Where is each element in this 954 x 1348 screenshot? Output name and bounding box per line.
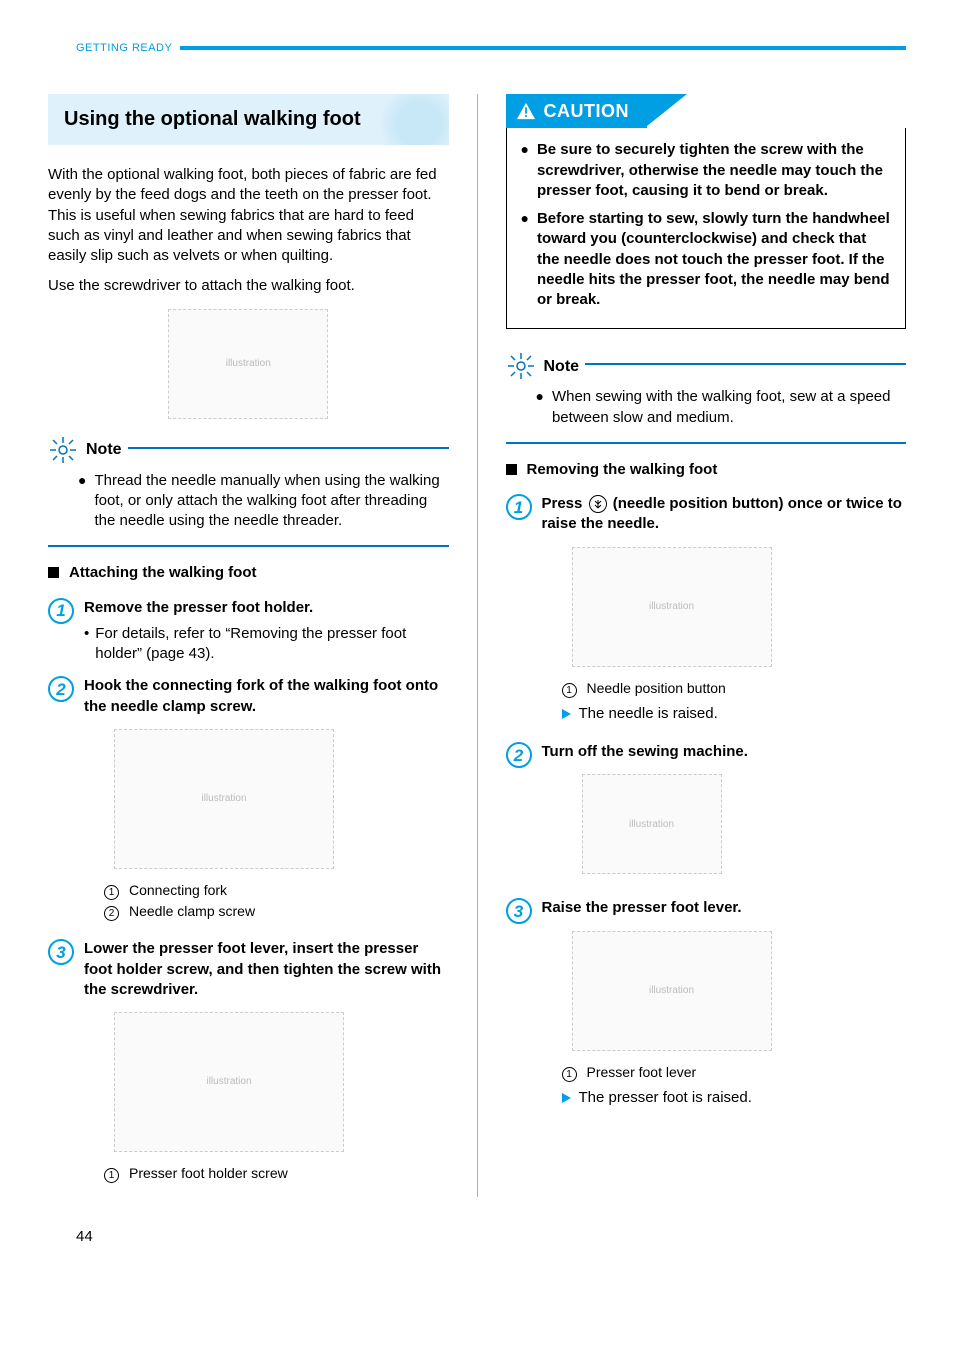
note-text: When sewing with the walking foot, sew a… — [552, 387, 906, 428]
page: GETTING READY Using the optional walking… — [0, 0, 954, 1278]
result-text: The presser foot is raised. — [579, 1088, 752, 1108]
callouts: 1 Connecting fork 2 Needle clamp screw — [104, 881, 449, 922]
column-divider — [477, 94, 478, 1197]
step-body: Raise the presser foot lever. illustrati… — [542, 898, 907, 1114]
section-title: Using the optional walking foot — [64, 106, 435, 133]
note-text: Thread the needle manually when using th… — [94, 471, 448, 532]
circ-num-icon: 1 — [562, 1067, 577, 1082]
col-right: CAUTION ●Be sure to securely tighten the… — [506, 94, 907, 1197]
header-label: GETTING READY — [48, 36, 180, 61]
note-head: Note — [506, 351, 586, 381]
dot-icon: • — [84, 624, 89, 665]
triangle-icon — [562, 1093, 571, 1103]
step-badge: 2 — [48, 676, 74, 702]
callout-text: Needle position button — [587, 679, 726, 698]
note-box: Note ● Thread the needle manually when u… — [48, 447, 449, 548]
caution-item: Be sure to securely tighten the screw wi… — [537, 140, 891, 201]
step-badge: 1 — [48, 598, 74, 624]
step-title: Lower the presser foot lever, insert the… — [84, 939, 449, 1000]
step-body: Turn off the sewing machine. illustratio… — [542, 742, 907, 886]
step-badge: 2 — [506, 742, 532, 768]
step-result: The needle is raised. — [562, 704, 907, 724]
burst-icon — [48, 435, 78, 465]
columns: Using the optional walking foot With the… — [48, 94, 906, 1197]
caution-item: Before starting to sew, slowly turn the … — [537, 209, 891, 310]
note-title: Note — [86, 439, 122, 461]
burst-icon — [506, 351, 536, 381]
figure-power-off: illustration — [582, 774, 722, 874]
callout-text: Presser foot holder screw — [129, 1164, 288, 1183]
intro-p1: With the optional walking foot, both pie… — [48, 165, 449, 266]
callout-text: Presser foot lever — [587, 1063, 697, 1082]
figure-screw: illustration — [114, 1012, 344, 1152]
section-title-band: Using the optional walking foot — [48, 94, 449, 145]
bullet-icon: ● — [521, 140, 529, 201]
step-sub-text: For details, refer to “Removing the pres… — [95, 624, 448, 665]
page-number: 44 — [48, 1227, 906, 1247]
header: GETTING READY — [48, 36, 906, 60]
note-box: Note ● When sewing with the walking foot… — [506, 363, 907, 444]
square-icon — [506, 464, 517, 475]
callout-text: Connecting fork — [129, 881, 227, 900]
caution-main: CAUTION — [506, 94, 648, 128]
subhead-attach-text: Attaching the walking foot — [69, 563, 257, 583]
step: 2 Hook the connecting fork of the walkin… — [48, 676, 449, 927]
note-body: ● When sewing with the walking foot, sew… — [506, 387, 907, 428]
step-result: The presser foot is raised. — [562, 1088, 907, 1108]
note-title: Note — [544, 356, 580, 378]
step: 2 Turn off the sewing machine. illustrat… — [506, 742, 907, 886]
bullet-icon: ● — [78, 471, 86, 532]
circ-num-icon: 2 — [104, 906, 119, 921]
caution-box: ●Be sure to securely tighten the screw w… — [506, 128, 907, 329]
step-title-pre: Press — [542, 495, 587, 512]
step-title: Raise the presser foot lever. — [542, 898, 907, 918]
step-sub: • For details, refer to “Removing the pr… — [84, 624, 449, 665]
step-body: Press (needle position button) once or t… — [542, 494, 907, 730]
header-rule — [180, 46, 906, 50]
step-badge: 3 — [48, 939, 74, 965]
square-icon — [48, 567, 59, 578]
step-title: Press (needle position button) once or t… — [542, 494, 907, 535]
step-body: Hook the connecting fork of the walking … — [84, 676, 449, 927]
figure-needle-button: illustration — [572, 547, 772, 667]
callouts: 1 Presser foot lever — [562, 1063, 907, 1082]
step-title: Remove the presser foot holder. — [84, 598, 449, 618]
bullet-icon: ● — [521, 209, 529, 310]
note-head: Note — [48, 435, 128, 465]
subhead-attach: Attaching the walking foot — [48, 563, 449, 583]
subhead-remove-text: Removing the walking foot — [527, 460, 718, 480]
result-text: The needle is raised. — [579, 704, 718, 724]
step: 1 Press (needle position button) once or… — [506, 494, 907, 730]
figure-lever: illustration — [572, 931, 772, 1051]
caution-triangle — [647, 94, 687, 126]
triangle-icon — [562, 709, 571, 719]
note-body: ● Thread the needle manually when using … — [48, 471, 449, 532]
step: 3 Raise the presser foot lever. illustra… — [506, 898, 907, 1114]
circ-num-icon: 1 — [104, 1168, 119, 1183]
subhead-remove: Removing the walking foot — [506, 460, 907, 480]
caution-title: CAUTION — [544, 99, 630, 123]
callout-text: Needle clamp screw — [129, 902, 255, 921]
needle-position-icon — [589, 495, 607, 513]
circ-num-icon: 1 — [562, 683, 577, 698]
circ-num-icon: 1 — [104, 885, 119, 900]
step-title: Turn off the sewing machine. — [542, 742, 907, 762]
step-badge: 1 — [506, 494, 532, 520]
step-title: Hook the connecting fork of the walking … — [84, 676, 449, 717]
callouts: 1 Presser foot holder screw — [104, 1164, 449, 1183]
step: 3 Lower the presser foot lever, insert t… — [48, 939, 449, 1189]
step: 1 Remove the presser foot holder. • For … — [48, 598, 449, 665]
col-left: Using the optional walking foot With the… — [48, 94, 449, 1197]
figure-fork: illustration — [114, 729, 334, 869]
caution-banner: CAUTION — [506, 94, 907, 128]
warning-icon — [516, 101, 536, 121]
figure-walking-foot: illustration — [168, 309, 328, 419]
step-badge: 3 — [506, 898, 532, 924]
callouts: 1 Needle position button — [562, 679, 907, 698]
bullet-icon: ● — [536, 387, 544, 428]
step-body: Lower the presser foot lever, insert the… — [84, 939, 449, 1189]
intro-p2: Use the screwdriver to attach the walkin… — [48, 276, 449, 296]
step-body: Remove the presser foot holder. • For de… — [84, 598, 449, 665]
